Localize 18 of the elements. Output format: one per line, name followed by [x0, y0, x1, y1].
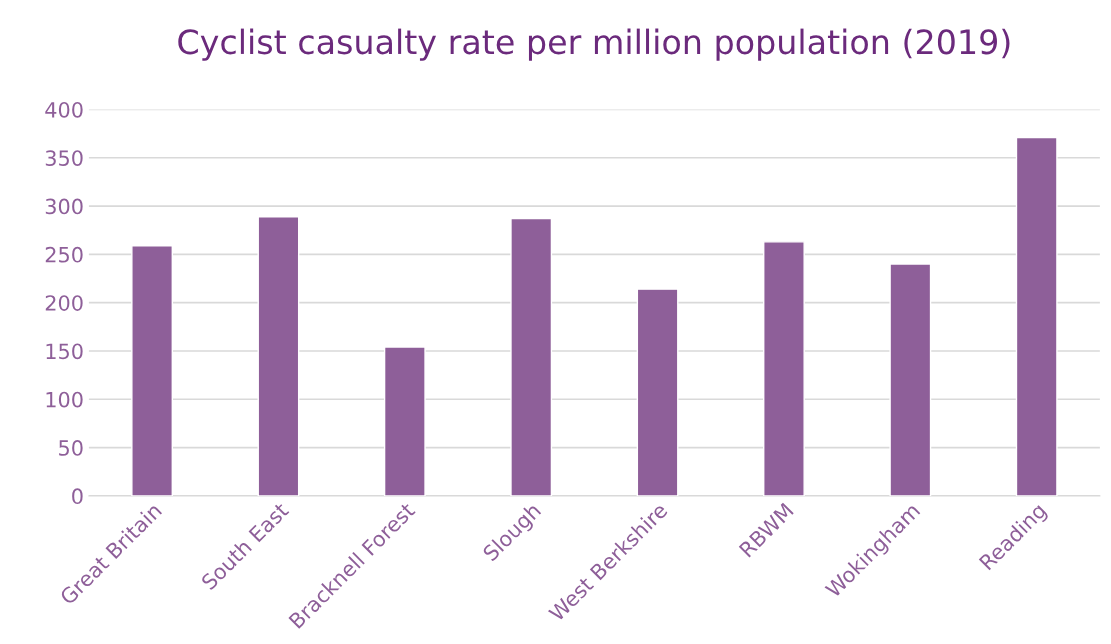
bar	[636, 288, 679, 496]
bar	[257, 216, 300, 496]
bar	[889, 263, 932, 496]
y-tick-label: 400	[45, 101, 83, 118]
chart-title: Cyclist casualty rate per million population (2019)	[178, 28, 1010, 61]
bar	[1015, 136, 1058, 496]
y-tick-label: 150	[46, 343, 83, 360]
bar	[510, 217, 553, 496]
y-tick-label: 200	[45, 295, 83, 311]
bar	[131, 244, 173, 496]
y-tick-label: 300	[45, 198, 83, 215]
bar	[763, 241, 805, 496]
y-tick-label: 100	[46, 391, 83, 408]
y-tick-label: 250	[45, 246, 83, 263]
y-tick-label: 0	[72, 488, 83, 505]
bar	[383, 346, 426, 496]
y-tick-label: 50	[59, 440, 83, 456]
y-tick-label: 350	[45, 150, 83, 166]
